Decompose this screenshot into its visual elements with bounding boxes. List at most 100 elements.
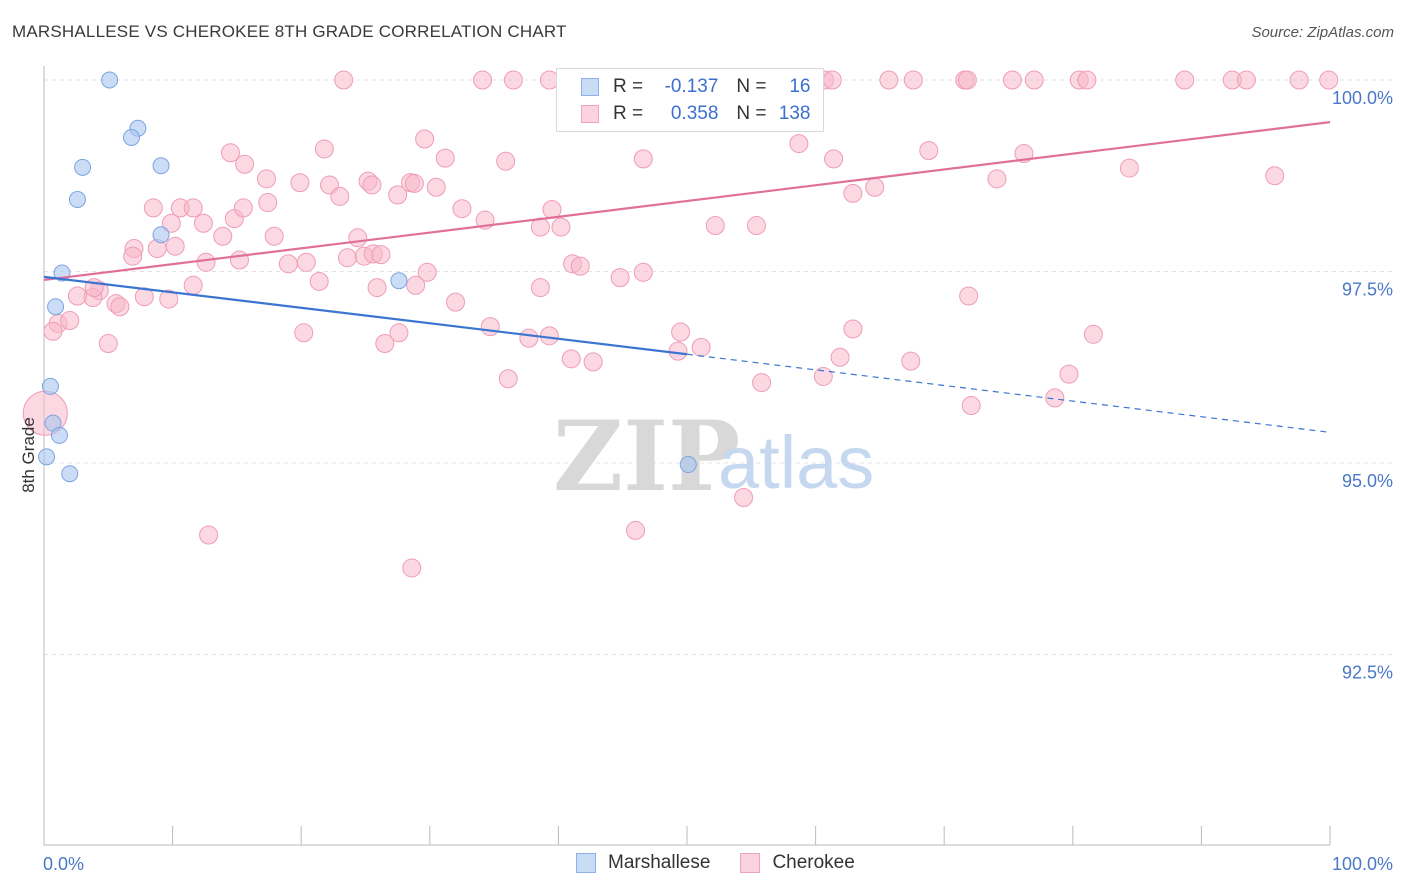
correlation-legend: R = -0.137 N = 16 R = 0.358 N = 138 xyxy=(556,68,824,132)
marshallese-point xyxy=(74,158,92,176)
cherokee-point xyxy=(473,70,493,90)
cherokee-point xyxy=(98,334,118,354)
cherokee-point xyxy=(452,199,472,219)
cherokee-point xyxy=(426,177,446,197)
cherokee-point xyxy=(196,252,216,272)
cherokee-point xyxy=(417,262,437,282)
cherokee-point xyxy=(183,198,203,218)
source-credit: Source: ZipAtlas.com xyxy=(1251,24,1394,41)
legend-label-cherokee: Cherokee xyxy=(772,852,855,873)
watermark: ZIP atlas xyxy=(553,400,874,513)
legend-row-cherokee: R = 0.358 N = 138 xyxy=(581,102,811,126)
marshallese-trend-line xyxy=(43,275,688,356)
chart-title: MARSHALLESE VS CHEROKEE 8TH GRADE CORREL… xyxy=(12,22,567,41)
legend-n-value: 138 xyxy=(778,103,811,124)
cherokee-point xyxy=(123,246,143,266)
cherokee-point xyxy=(264,226,284,246)
cherokee-point xyxy=(159,289,179,309)
cherokee-point xyxy=(337,248,357,268)
cherokee-point xyxy=(843,183,863,203)
trend-lines xyxy=(43,121,1331,433)
cherokee-point xyxy=(961,396,981,416)
cherokee-point xyxy=(278,254,298,274)
cherokee-point xyxy=(309,271,329,291)
cherokee-point xyxy=(503,70,523,90)
cherokee-point xyxy=(519,328,539,348)
cherokee-point xyxy=(843,319,863,339)
cherokee-point xyxy=(752,373,772,393)
marshallese-point xyxy=(41,377,59,395)
legend-item-marshallese[interactable]: Marshallese xyxy=(576,852,710,874)
cherokee-point xyxy=(314,139,334,159)
marshallese-point xyxy=(68,190,86,208)
legend-swatch-cherokee xyxy=(740,853,761,873)
legend-item-cherokee[interactable]: Cherokee xyxy=(740,852,855,874)
cherokee-point xyxy=(161,213,181,233)
cherokee-point xyxy=(865,177,885,197)
cherokee-point xyxy=(388,185,408,205)
cherokee-point xyxy=(1024,70,1044,90)
cherokee-point xyxy=(296,252,316,272)
cherokee-point xyxy=(959,286,979,306)
watermark-zip: ZIP xyxy=(553,400,740,513)
cherokee-point xyxy=(879,70,899,90)
cherokee-point xyxy=(389,323,409,343)
cherokee-point xyxy=(367,278,387,298)
legend-n-label: N = xyxy=(736,103,767,124)
marshallese-point xyxy=(101,71,119,89)
marshallese-point xyxy=(50,426,68,444)
cherokee-point xyxy=(110,297,130,317)
marshallese-point xyxy=(38,448,56,466)
legend-r-label: R = xyxy=(613,76,644,97)
cherokee-point xyxy=(633,149,653,169)
cherokee-point xyxy=(199,525,219,545)
cherokee-point xyxy=(610,268,630,288)
cherokee-point xyxy=(480,317,500,337)
legend-label-marshallese: Marshallese xyxy=(608,852,711,873)
cherokee-point xyxy=(220,143,240,163)
cherokee-point xyxy=(143,198,163,218)
cherokee-points xyxy=(22,70,1339,578)
legend-swatch-marshallese xyxy=(581,78,599,96)
cherokee-point xyxy=(551,217,571,237)
cherokee-point xyxy=(348,228,368,248)
cherokee-point xyxy=(256,169,276,189)
cherokee-point xyxy=(1236,70,1256,90)
cherokee-point xyxy=(1002,70,1022,90)
cherokee-point xyxy=(691,337,711,357)
marshallese-point xyxy=(122,128,140,146)
cherokee-point xyxy=(1265,166,1285,186)
cherokee-point xyxy=(362,175,382,195)
marshallese-points xyxy=(38,71,697,483)
series-legend: Marshallese Cherokee xyxy=(576,852,885,874)
cherokee-point xyxy=(67,286,87,306)
marshallese-point xyxy=(61,465,79,483)
cherokee-point xyxy=(957,70,977,90)
cherokee-point xyxy=(987,169,1007,189)
cherokee-point xyxy=(330,186,350,206)
cherokee-point xyxy=(334,70,354,90)
cherokee-point xyxy=(789,134,809,154)
y-tick-label: 100.0% xyxy=(1332,88,1393,108)
marshallese-point xyxy=(47,298,65,316)
cherokee-point xyxy=(822,70,842,90)
cherokee-point xyxy=(746,216,766,236)
cherokee-trend-line xyxy=(43,121,1331,282)
cherokee-point xyxy=(258,193,278,213)
marshallese-point xyxy=(152,226,170,244)
cherokee-point xyxy=(294,323,314,343)
cherokee-point xyxy=(233,198,253,218)
cherokee-point xyxy=(213,226,233,246)
cherokee-point xyxy=(1319,70,1339,90)
cherokee-point xyxy=(1175,70,1195,90)
cherokee-point xyxy=(290,173,310,193)
cherokee-point xyxy=(530,278,550,298)
legend-n-label: N = xyxy=(736,76,767,97)
cherokee-point xyxy=(626,520,646,540)
legend-r-value: -0.137 xyxy=(664,76,719,97)
y-tick-label: 92.5% xyxy=(1342,663,1393,683)
cherokee-point xyxy=(371,245,391,265)
legend-swatch-marshallese xyxy=(576,853,596,873)
cherokee-point xyxy=(404,173,424,193)
